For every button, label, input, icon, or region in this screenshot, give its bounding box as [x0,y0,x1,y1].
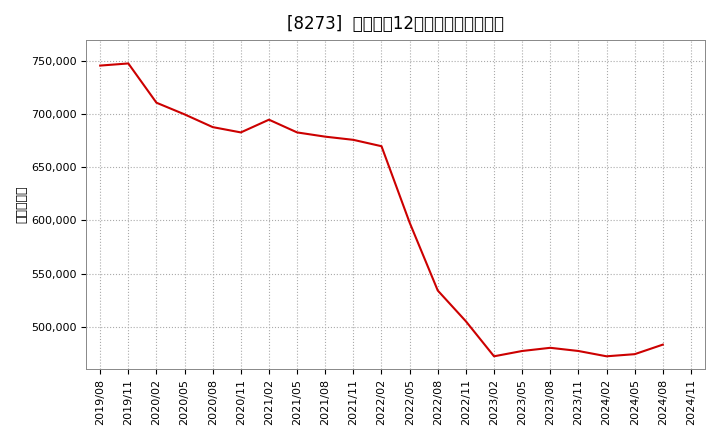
Y-axis label: （百万円）: （百万円） [15,186,28,224]
Title: [8273]  売上高の12か月移動合計の推移: [8273] 売上高の12か月移動合計の推移 [287,15,504,33]
